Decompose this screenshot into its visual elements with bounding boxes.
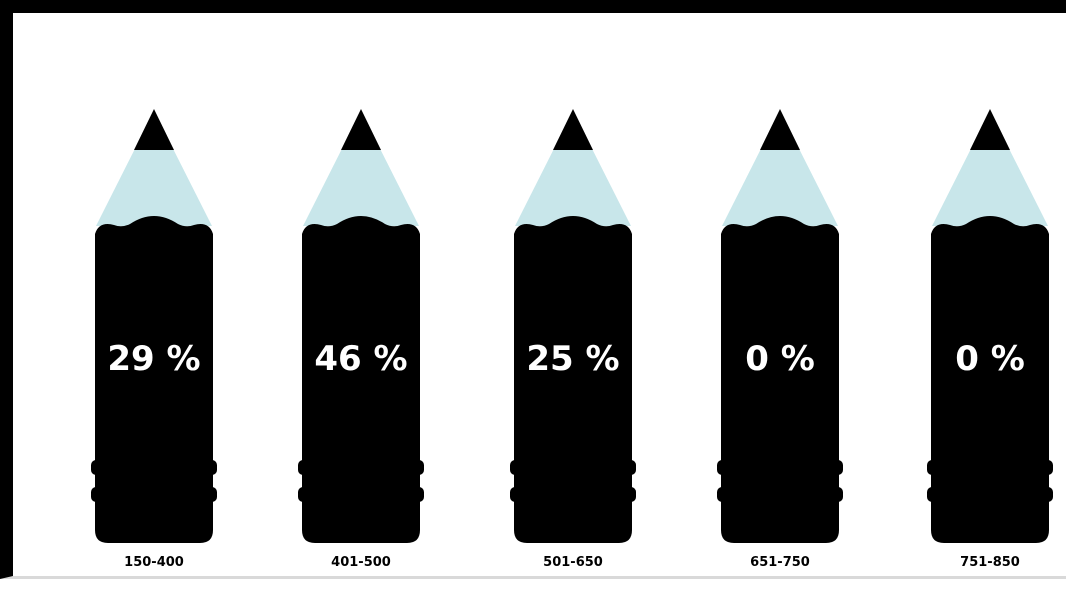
pencil-ferrule-band-1	[298, 460, 424, 475]
pencil-ferrule-band-2	[717, 487, 843, 502]
pencil-chart: 29 % 150-400 46 % 401-500 25 % 501-650 0 % 651-…	[91, 109, 1053, 570]
pencil-401-500: 46 % 401-500	[298, 109, 424, 570]
pencil-ferrule-band-2	[298, 487, 424, 502]
category-label: 751-850	[960, 555, 1020, 570]
pencil-wood-cone	[722, 111, 838, 226]
category-label: 401-500	[331, 555, 391, 570]
pencil-wood-cone	[303, 111, 419, 226]
pencil-lead-tip	[760, 109, 800, 150]
pencil-lead-tip	[341, 109, 381, 150]
pencil-wood-cone	[515, 111, 631, 226]
pencil-ferrule-band-1	[717, 460, 843, 475]
pencil-150-400: 29 % 150-400	[91, 109, 217, 570]
pencil-ferrule-band-1	[927, 460, 1053, 475]
pencil-ferrule-band-2	[927, 487, 1053, 502]
pencil-lead-tip	[970, 109, 1010, 150]
data-label: 25 %	[526, 339, 619, 379]
pencil-501-650: 25 % 501-650	[510, 109, 636, 570]
data-label: 0 %	[955, 339, 1025, 379]
data-label: 0 %	[745, 339, 815, 379]
chart-frame: 29 % 150-400 46 % 401-500 25 % 501-650 0 % 651-…	[0, 0, 1066, 579]
pencil-ferrule-band-2	[91, 487, 217, 502]
pencil-ferrule-band-1	[91, 460, 217, 475]
category-label: 501-650	[543, 555, 603, 570]
pencil-651-750: 0 % 651-750	[717, 109, 843, 570]
pencil-wood-cone	[96, 111, 212, 226]
data-label: 29 %	[107, 339, 200, 379]
pencil-lead-tip	[553, 109, 593, 150]
pencil-ferrule-band-2	[510, 487, 636, 502]
pencil-lead-tip	[134, 109, 174, 150]
category-label: 150-400	[124, 555, 184, 570]
category-label: 651-750	[750, 555, 810, 570]
pencil-751-850: 0 % 751-850	[927, 109, 1053, 570]
data-label: 46 %	[314, 339, 407, 379]
pencil-wood-cone	[932, 111, 1048, 226]
pencil-ferrule-band-1	[510, 460, 636, 475]
